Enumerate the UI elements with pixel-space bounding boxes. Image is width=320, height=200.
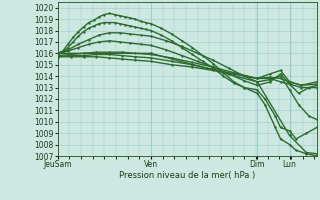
X-axis label: Pression niveau de la mer( hPa ): Pression niveau de la mer( hPa ) [119,171,255,180]
